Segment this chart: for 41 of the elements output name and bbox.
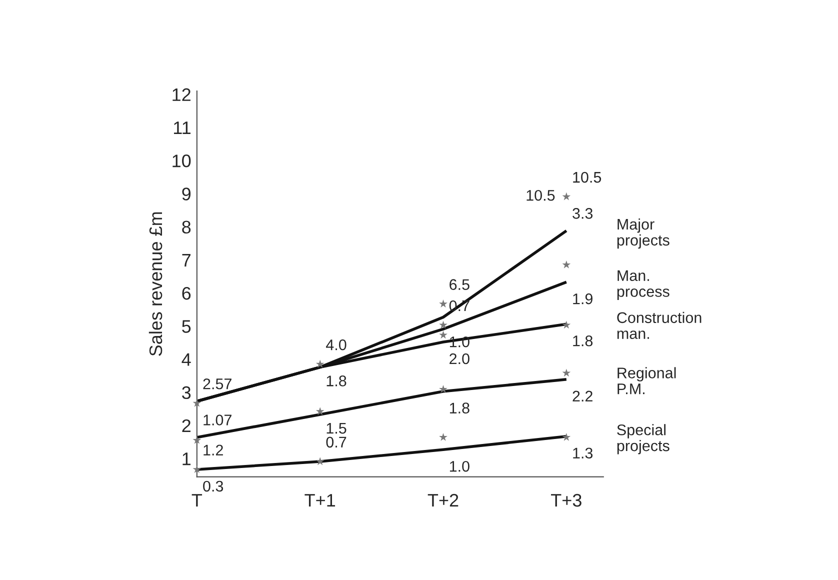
x-tick-label: T+1 bbox=[304, 494, 336, 507]
text: Special projects bbox=[617, 424, 670, 454]
y-tick-label: 2 bbox=[182, 419, 190, 432]
x-tick-label: T+2 bbox=[428, 494, 458, 507]
y-tick-label: 12 bbox=[172, 88, 190, 101]
y-tick-label: 8 bbox=[182, 220, 191, 234]
annotation: 1.9 bbox=[573, 293, 592, 304]
text: Regional P.M. bbox=[618, 367, 676, 394]
y-tick-label: 11 bbox=[174, 122, 190, 134]
y-tick-label: 1 bbox=[182, 452, 190, 466]
y-tick-label: 3 bbox=[182, 386, 191, 400]
y-axis-title: Sales revenue £m bbox=[148, 212, 162, 356]
annotation: 2.57 bbox=[203, 378, 232, 390]
annotation: 1.8 bbox=[450, 402, 470, 414]
annotation: 0.3 bbox=[203, 480, 224, 492]
y-tick-label: 5 bbox=[182, 320, 191, 333]
y-tick-label: 7 bbox=[182, 254, 190, 266]
annotation: 1.0 bbox=[450, 460, 470, 472]
annotation: 10.5 bbox=[573, 172, 602, 183]
annotation: 2.0 bbox=[450, 353, 470, 364]
annotation: 1.3 bbox=[573, 448, 593, 459]
annotation: 2.2 bbox=[572, 390, 592, 402]
y-tick-label: 6 bbox=[182, 286, 191, 300]
text: Construction man. bbox=[617, 312, 702, 339]
annotation: 10.5 bbox=[526, 190, 555, 201]
annotation: 3.3 bbox=[572, 208, 593, 219]
annotation: 1.8 bbox=[573, 335, 593, 346]
text: Man. process bbox=[617, 270, 670, 300]
x-tick-label: T+3 bbox=[551, 494, 582, 507]
y-tick-label: 9 bbox=[182, 188, 191, 200]
text: Major projects bbox=[617, 218, 670, 249]
y-tick-label: 4 bbox=[182, 353, 191, 366]
y-tick-label: 10 bbox=[172, 154, 191, 168]
annotation: 6.5 bbox=[450, 279, 470, 290]
annotation: 1.07 bbox=[204, 414, 232, 426]
annotation: 1.8 bbox=[326, 376, 346, 386]
x-tick-label: T bbox=[192, 494, 202, 507]
annotation: 1.5 bbox=[326, 423, 346, 434]
annotation: 1.2 bbox=[204, 444, 223, 456]
annotation: 4.0 bbox=[326, 339, 346, 350]
annotation: 0.7 bbox=[326, 436, 346, 448]
